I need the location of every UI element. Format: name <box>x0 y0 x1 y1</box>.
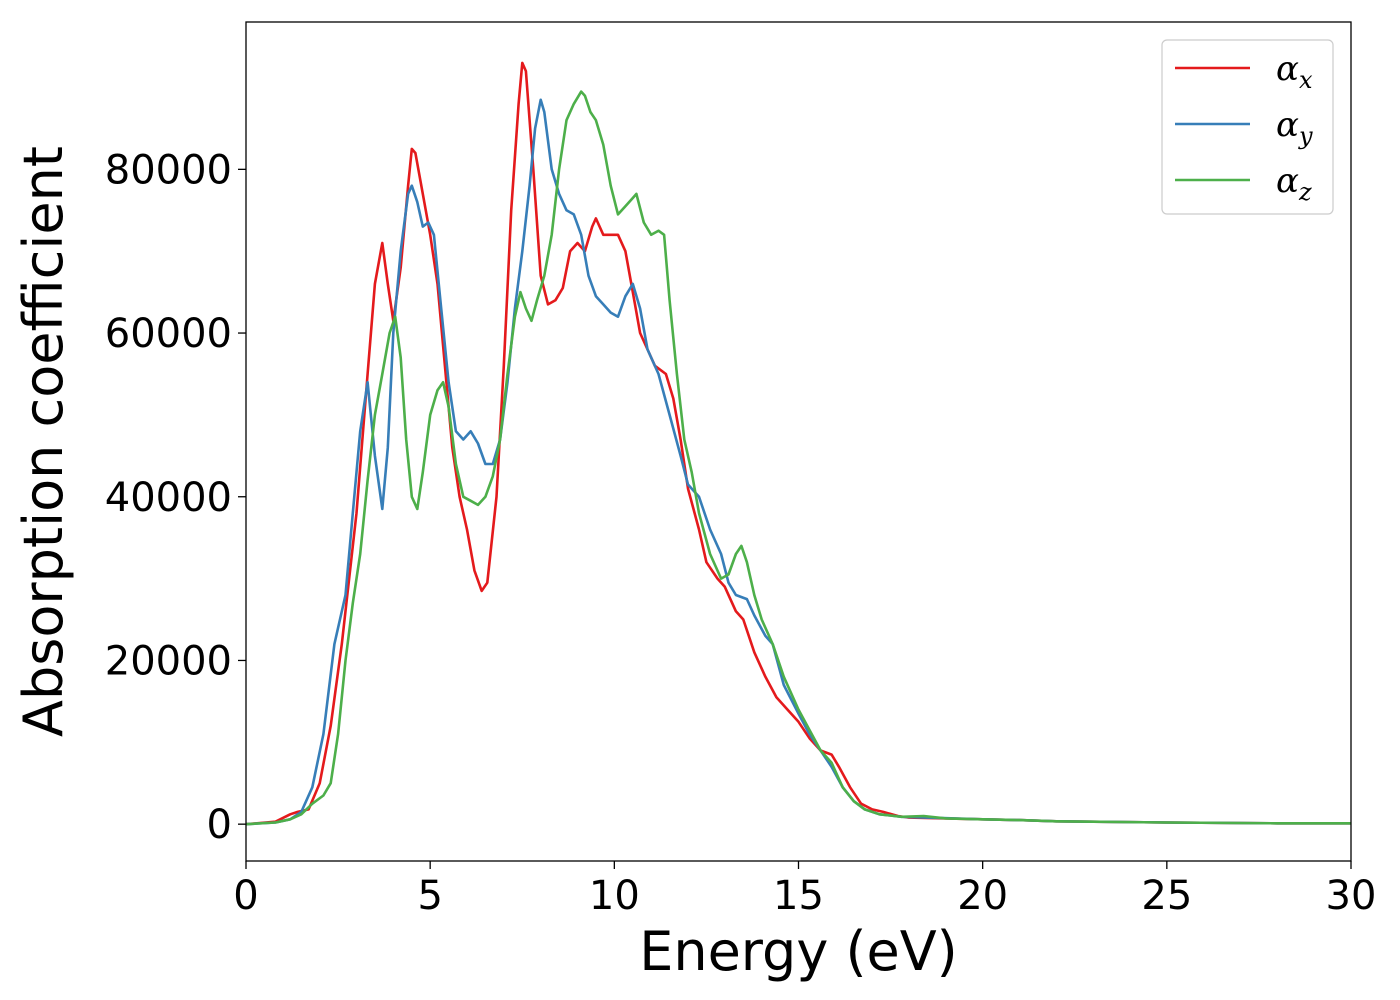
series-line-z <box>246 90 1351 826</box>
x-tick-label: 5 <box>417 873 442 919</box>
legend: αx αy αz <box>1161 39 1334 215</box>
series-layer <box>246 61 1351 826</box>
y-axis-ticks: 0 20000 40000 60000 80000 <box>105 147 246 848</box>
y-tick-label: 80000 <box>105 147 232 193</box>
y-tick-label: 20000 <box>105 638 232 684</box>
legend-label-x: αx <box>1276 49 1313 94</box>
y-tick-label: 40000 <box>105 475 232 521</box>
x-tick-label: 10 <box>589 873 640 919</box>
y-tick-label: 0 <box>207 802 232 848</box>
y-tick-label: 60000 <box>105 311 232 357</box>
x-axis-ticks: 0 5 10 15 20 25 30 <box>233 861 1376 919</box>
x-tick-label: 30 <box>1326 873 1377 919</box>
x-tick-label: 20 <box>957 873 1008 919</box>
legend-label-y: αy <box>1276 105 1313 150</box>
x-tick-label: 25 <box>1141 873 1192 919</box>
y-axis-label: Absorption coefficient <box>12 146 75 737</box>
legend-label-z: αz <box>1276 161 1312 206</box>
x-axis-label: Energy (eV) <box>639 920 958 983</box>
legend-box <box>1161 39 1334 215</box>
x-tick-label: 15 <box>773 873 824 919</box>
x-tick-label: 0 <box>233 873 258 919</box>
